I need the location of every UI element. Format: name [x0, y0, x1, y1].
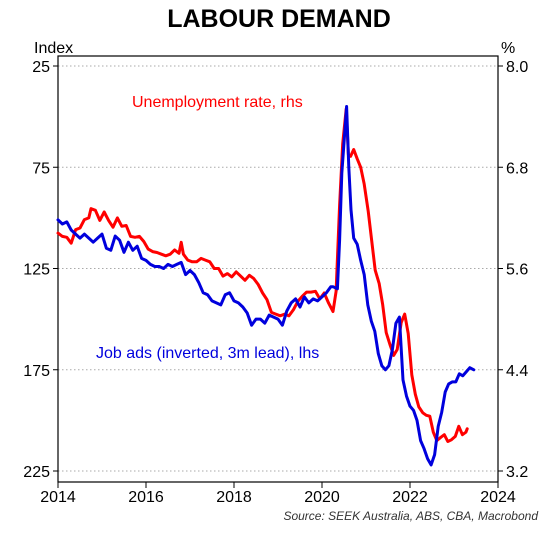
left-tick-label: 225 — [23, 464, 50, 481]
source-note: Source: SEEK Australia, ABS, CBA, Macrob… — [283, 509, 538, 523]
right-tick-label: 5.6 — [506, 262, 528, 279]
right-tick-label: 6.8 — [506, 160, 528, 177]
left-tick-label: 175 — [23, 363, 50, 380]
x-tick-label: 2020 — [304, 489, 340, 506]
right-tick-label: 4.4 — [506, 363, 528, 380]
right-axis-label: % — [501, 40, 515, 57]
annotation-unemployment: Unemployment rate, rhs — [132, 94, 303, 111]
x-tick-label: 2016 — [128, 489, 164, 506]
left-tick-label: 125 — [23, 262, 50, 279]
x-tick-label: 2024 — [480, 489, 516, 506]
x-tick-label: 2022 — [392, 489, 428, 506]
grid-lines — [58, 65, 498, 472]
series-line-job-ads — [56, 105, 476, 467]
left-axis-label: Index — [34, 40, 73, 57]
series-lines — [56, 105, 476, 467]
x-axis-ticks: 2014 2016 2018 2020 2022 2024 — [40, 482, 516, 506]
left-tick-label: 75 — [32, 160, 50, 177]
chart-title: LABOUR DEMAND — [167, 5, 391, 33]
series-line-unemployment — [56, 107, 469, 443]
plot-frame — [57, 55, 499, 483]
right-tick-label: 8.0 — [506, 59, 528, 76]
right-tick-label: 3.2 — [506, 464, 528, 481]
x-tick-label: 2018 — [216, 489, 252, 506]
right-axis-ticks: 8.0 6.8 5.6 4.4 3.2 — [498, 59, 528, 481]
x-tick-label: 2014 — [40, 489, 76, 506]
left-axis-ticks: 25 75 125 175 225 — [23, 59, 58, 481]
annotation-job-ads: Job ads (inverted, 3m lead), lhs — [96, 345, 319, 362]
left-tick-label: 25 — [32, 59, 50, 76]
